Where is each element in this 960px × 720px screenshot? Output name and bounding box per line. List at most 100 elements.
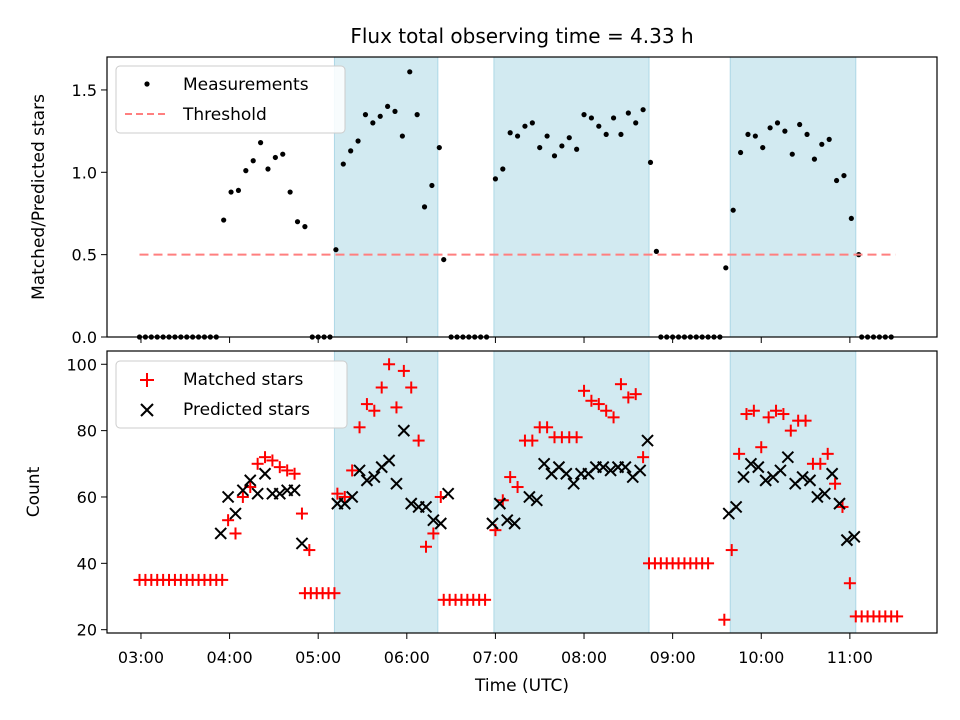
predicted-star-point [353,464,366,477]
measurement-point [522,123,528,129]
observing-window-0-0 [333,56,439,338]
predicted-star-point [244,474,257,487]
legend-matched-marker [140,373,154,387]
y-tick-label: 40 [77,554,97,573]
predicted-star-point [774,464,787,477]
measurement-point [826,136,832,142]
matched-star-point [353,421,366,434]
predicted-star-point [604,464,617,477]
predicted-star-point [251,487,264,500]
predicted-star-point [273,487,287,500]
predicted-star-point [633,464,647,477]
predicted-star-point [427,513,440,527]
matched-star-point [259,451,272,464]
predicted-star-point [501,513,514,527]
counts-legend: Matched stars Predicted stars [115,360,348,429]
matched-star-point [251,457,264,470]
measurement-point [500,166,506,172]
measurement-point [377,113,383,119]
measurement-point [265,166,271,172]
measurement-point [723,265,729,271]
legend-predicted-marker [140,403,154,417]
matched-star-point [637,451,650,464]
predicted-star-point [825,467,839,480]
matched-star-point [405,381,418,394]
predicted-star-point [818,487,831,500]
matched-star-point [585,394,598,407]
y-tick-label: 80 [77,422,97,441]
ratio-y-ticks: 0.0 0.5 1.0 1.5 [72,81,107,347]
predicted-star-point [567,477,580,490]
measurement-point [745,131,751,138]
legend-measurements-label: Measurements [183,75,309,95]
matched-star-point [236,490,249,503]
matched-star-point [541,421,554,434]
ratio-x-ticks [140,337,851,343]
matched-star-point [592,398,605,411]
matched-star-point [747,404,760,417]
measurement-point [355,138,361,144]
matched-star-point [216,573,229,586]
matched-star-point [338,490,351,503]
x-tick-label: 04:00 [207,648,253,667]
predicted-star-point [360,474,374,487]
x-tick-label: 03:00 [118,648,164,667]
observing-window-0-1 [493,56,650,338]
matched-star-point [504,471,517,484]
counts-panel: 20 40 60 80 100 03:00 04:00 05:00 06:00 07:00 08:… [24,350,938,696]
predicted-star-point [729,500,743,514]
y-tick-label: 60 [77,488,97,507]
predicted-star-point [840,533,854,547]
observing-windows-top [333,56,857,338]
predicted-star-point [803,474,817,487]
y-tick-label: 1.0 [72,163,97,182]
measurement-point [848,215,854,222]
matched-star-point [755,441,768,454]
measurement-point [633,120,639,126]
matched-star-point [629,388,642,401]
matched-star-point [303,544,316,557]
matched-star-point [511,481,524,494]
measurement-point [603,131,609,138]
predicted-star-point [221,490,235,504]
predicted-star-point [508,517,521,530]
matched-star-point [843,577,856,590]
predicted-star-point [295,537,309,550]
predicted-star-point [752,460,765,474]
measurement-point [529,120,535,126]
matched-star-point [331,487,344,500]
counts-y-axis-label: Count [24,466,44,517]
measurement-point [333,247,339,253]
matched-star-point [600,404,613,417]
x-tick-label: 08:00 [561,648,607,667]
measurement-point [392,108,398,114]
matched-star-point [295,507,308,520]
matched-star-point [479,593,492,606]
measurement-point [559,143,565,149]
matched-star-point [578,384,591,397]
x-axis-label: Time (UTC) [474,676,569,696]
predicted-star-point [493,497,507,510]
matched-star-point [725,544,738,557]
measurement-point [302,224,308,230]
measurement-point [640,107,646,113]
y-tick-label: 20 [77,621,97,640]
measurement-point [370,120,376,126]
y-tick-label: 0.0 [72,328,97,347]
counts-axes-frame [106,350,938,634]
matched-star-point [360,398,373,411]
matched-star-point [607,411,620,424]
observing-windows-bottom [333,350,857,634]
measurement-point [737,149,744,156]
predicted-star-point [744,457,758,471]
matched-star-point [412,434,425,447]
matched-star-point [420,540,433,553]
measurement-point [581,112,587,118]
legend-matched-label: Matched stars [183,370,303,390]
matched-star-point [770,404,783,417]
predicted-star-point [530,494,543,507]
matched-star-point [328,587,341,600]
counts-x-ticks: 03:00 04:00 05:00 06:00 07:00 08:00 09:00 10:00… [118,633,873,667]
x-tick-label: 09:00 [650,648,696,667]
matched-star-point [740,408,753,421]
